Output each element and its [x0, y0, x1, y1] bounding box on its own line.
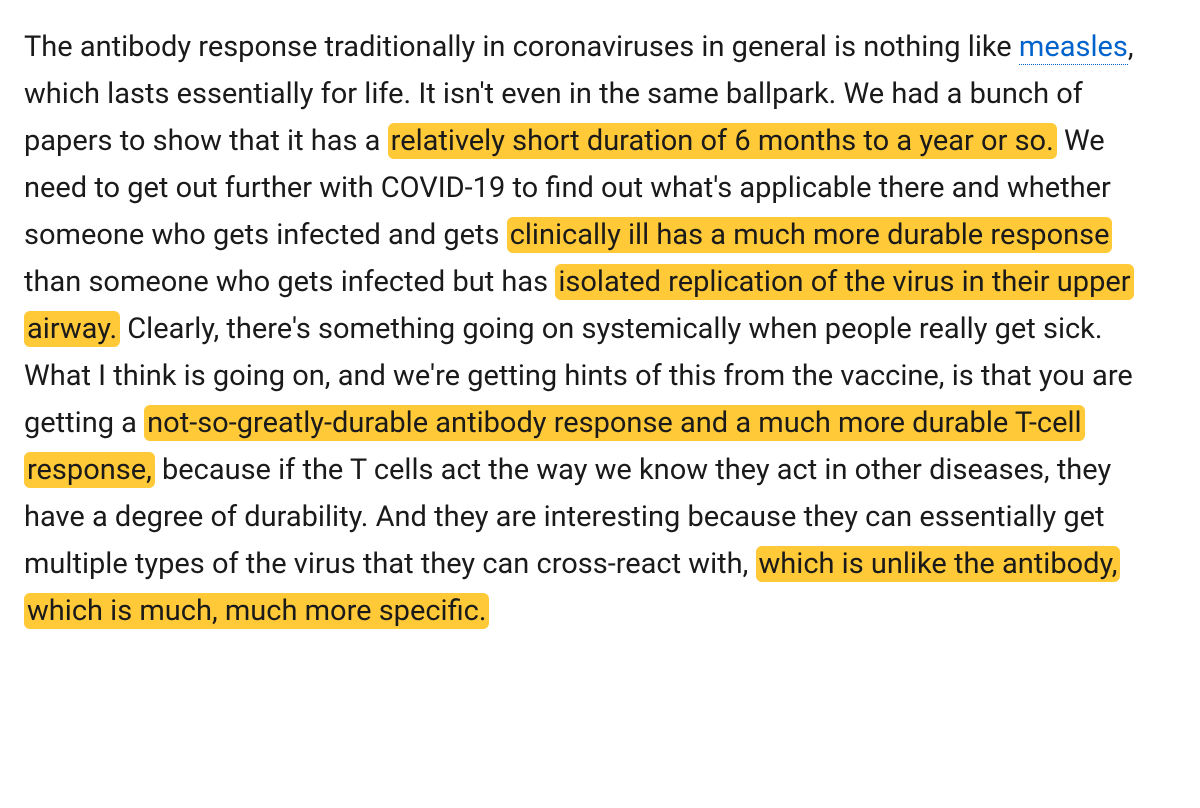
highlight-duration: relatively short duration of 6 months to… [388, 123, 1057, 159]
text-segment: The antibody response traditionally in c… [24, 30, 1019, 64]
article-paragraph: The antibody response traditionally in c… [24, 24, 1174, 635]
text-segment: than someone who gets infected but has [24, 265, 555, 299]
highlight-clinical: clinically ill has a much more durable r… [507, 217, 1113, 253]
measles-link[interactable]: measles [1019, 30, 1128, 65]
